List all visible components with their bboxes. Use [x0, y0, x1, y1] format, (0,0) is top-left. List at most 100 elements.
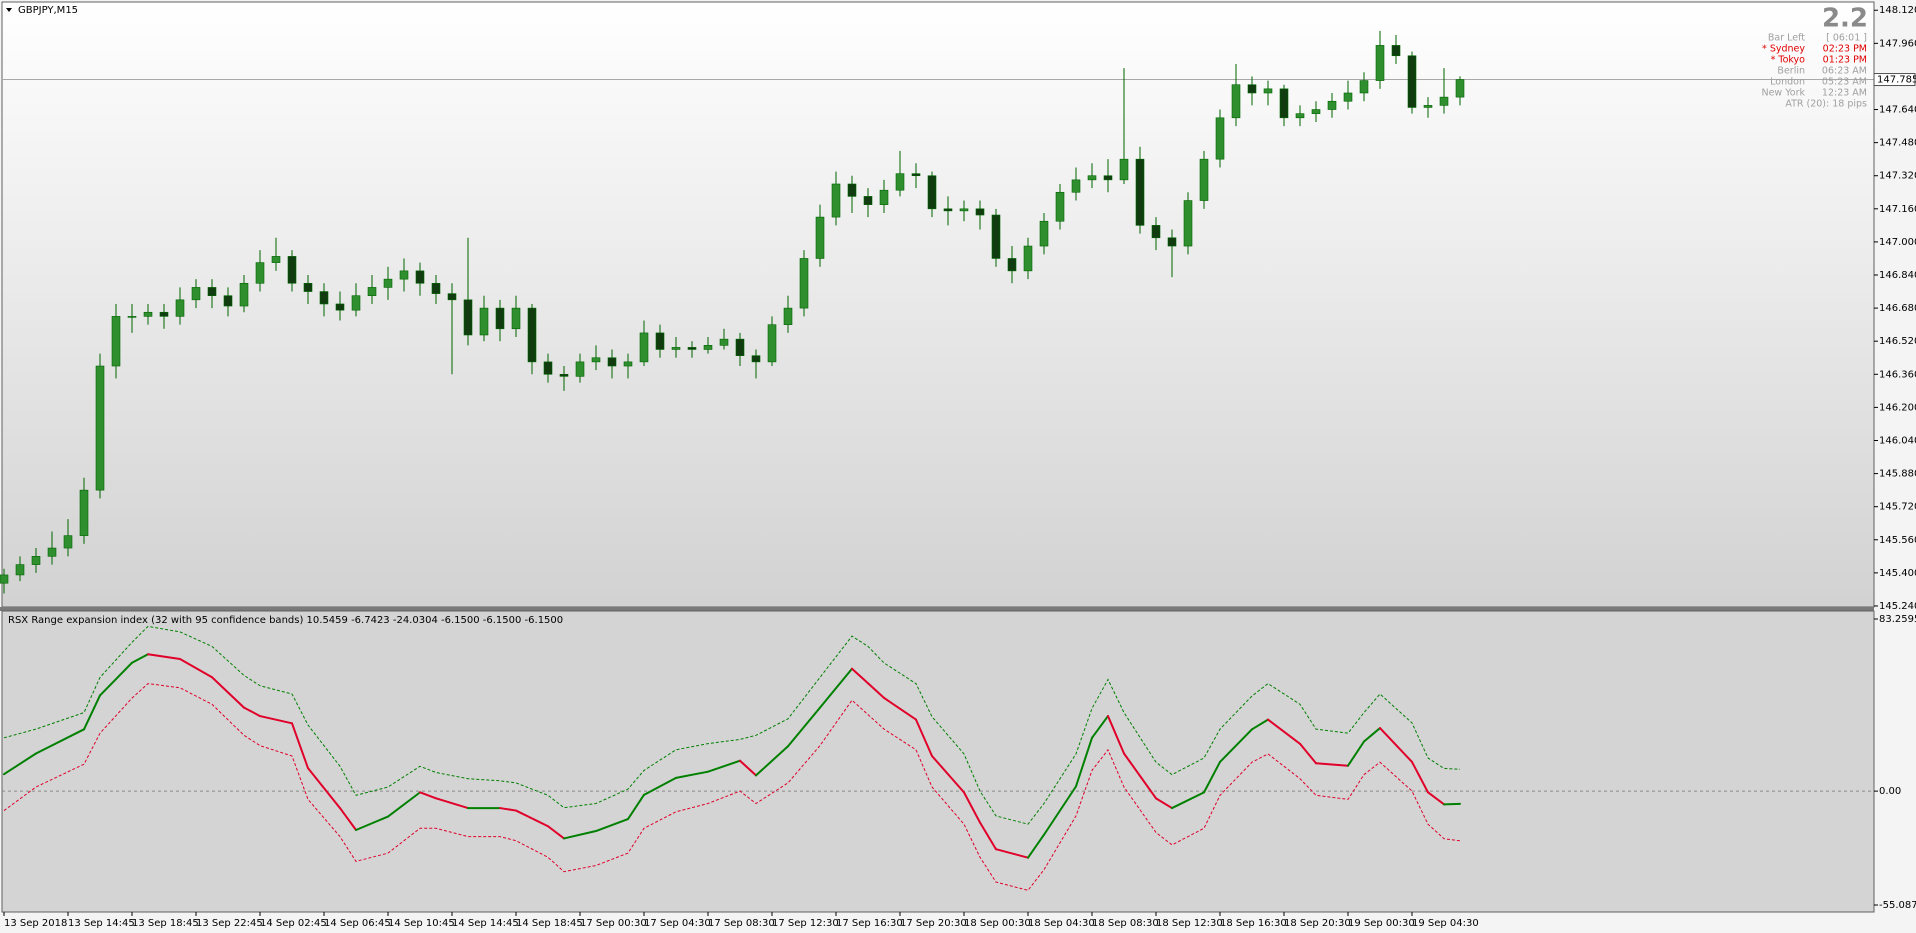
x-tick-label: 18 Sep 20:30: [1284, 918, 1351, 929]
x-tick-label: 14 Sep 02:45: [260, 918, 327, 929]
rsx-segment: [1043, 785, 1077, 836]
candle-body: [751, 355, 761, 363]
x-tick-label: 17 Sep 04:30: [644, 918, 711, 929]
candle-body: [1183, 200, 1193, 247]
rsx-segment: [1251, 718, 1269, 731]
x-tick-label: 18 Sep 16:30: [1220, 918, 1287, 929]
y-tick-label: 145.560: [1879, 535, 1916, 546]
info-label: New York: [1761, 88, 1805, 99]
y-tick-label: 146.360: [1879, 369, 1916, 380]
candle-body: [1007, 258, 1017, 272]
rsx-segment: [563, 830, 597, 840]
rsx-segment: [387, 791, 421, 818]
candle-body: [511, 307, 521, 330]
y-tick-label: 83.2595: [1879, 614, 1916, 625]
candle-body: [1167, 237, 1177, 247]
candle-body: [1407, 55, 1417, 108]
x-tick-label: 14 Sep 18:45: [516, 918, 583, 929]
candle-body: [63, 535, 73, 549]
x-tick-label: 13 Sep 14:45: [68, 918, 135, 929]
candle-body: [159, 311, 169, 317]
candle-body: [319, 291, 329, 305]
info-value: 01:23 PM: [1823, 55, 1867, 66]
candle-body: [239, 282, 249, 307]
candle-body: [1359, 80, 1369, 94]
candle-body: [111, 316, 121, 367]
info-label: London: [1770, 77, 1805, 88]
rsx-segment: [547, 825, 565, 840]
info-atr: ATR (20): 18 pips: [1785, 99, 1867, 110]
rsx-segment: [787, 706, 821, 748]
candle-body: [959, 208, 969, 212]
rsx-segment: [979, 821, 997, 851]
rsx-segment: [675, 770, 709, 779]
rsx-segment: [1347, 740, 1365, 767]
candle-body: [127, 316, 137, 318]
candle-body: [431, 282, 441, 294]
menu-arrow[interactable]: [6, 8, 12, 12]
info-label: Berlin: [1777, 66, 1805, 77]
candle-body: [1295, 113, 1305, 119]
rsx-segment: [963, 791, 981, 824]
candle-body: [575, 361, 585, 377]
candle-body: [879, 189, 889, 205]
candle-body: [1231, 84, 1241, 119]
rsx-segment: [643, 776, 677, 796]
rsx-segment: [499, 807, 517, 812]
rsx-segment: [291, 722, 309, 770]
candle-body: [1055, 191, 1065, 222]
rsx-segment: [1075, 736, 1093, 788]
rsx-segment: [595, 818, 629, 833]
symbol-title: GBPJPY,M15: [18, 5, 78, 16]
candle-body: [1135, 158, 1145, 226]
rsx-segment: [851, 667, 869, 685]
info-label: * Sydney: [1762, 44, 1805, 55]
candle-body: [527, 307, 537, 363]
rsx-segment: [1267, 718, 1301, 745]
candle-body: [783, 307, 793, 325]
x-tick-label: 17 Sep 00:30: [580, 918, 647, 929]
candle-body: [303, 282, 313, 292]
candle-body: [1263, 88, 1273, 94]
candle-body: [671, 347, 681, 350]
rsx-segment: [211, 676, 245, 709]
y-tick-label: 146.040: [1879, 435, 1916, 446]
candle-body: [991, 214, 1001, 259]
candle-body: [0, 574, 9, 584]
rsx-segment: [867, 682, 885, 699]
candle-body: [143, 311, 153, 317]
y-tick-label: 147.640: [1879, 105, 1916, 116]
info-value: 06:23 AM: [1822, 66, 1867, 77]
rsx-segment: [1107, 715, 1125, 755]
candle-body: [927, 175, 937, 210]
rsx-segment: [1219, 728, 1253, 763]
candle-body: [1423, 105, 1433, 108]
candle-body: [1199, 158, 1209, 201]
candle-body: [559, 373, 569, 377]
rsx-segment: [1411, 760, 1429, 794]
candle-body: [1327, 100, 1337, 110]
candle-body: [79, 489, 89, 536]
candle-body: [479, 307, 489, 336]
candle-body: [271, 256, 281, 263]
candle-body: [975, 208, 985, 216]
candle-body: [495, 307, 505, 330]
candle-body: [1087, 175, 1097, 181]
candle-body: [703, 345, 713, 350]
x-tick-label: 14 Sep 14:45: [452, 918, 519, 929]
y-tick-label: 145.720: [1879, 502, 1916, 513]
info-value: 02:23 PM: [1823, 44, 1867, 55]
main-panel: [1, 1, 1875, 608]
candle-body: [1439, 96, 1449, 106]
candle-body: [447, 293, 457, 301]
candle-body: [191, 287, 201, 301]
rsx-segment: [1443, 802, 1461, 806]
candle-body: [15, 564, 25, 576]
rsx-segment: [1315, 762, 1349, 767]
candle-body: [639, 332, 649, 363]
x-tick-label: 19 Sep 04:30: [1412, 918, 1479, 929]
info-score: 2.2: [1822, 4, 1868, 34]
rsx-segment: [1171, 791, 1205, 810]
